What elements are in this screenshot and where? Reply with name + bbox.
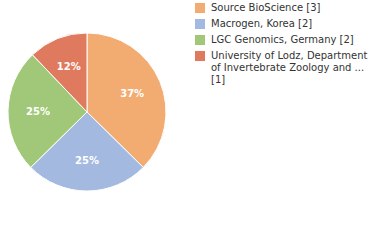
html-text:Source BioScience [3]: Source BioScience [3]: [211, 2, 321, 13]
svg-text:12%: 12%: [57, 61, 81, 72]
svg-text:25%: 25%: [75, 155, 99, 166]
html-text:Macrogen, Korea [2]: Macrogen, Korea [2]: [211, 18, 313, 29]
svg-text:25%: 25%: [26, 106, 50, 117]
svg-text:37%: 37%: [120, 88, 144, 99]
html-text:LGC Genomics, Germany [2]: LGC Genomics, Germany [2]: [211, 34, 354, 45]
html-text:University of Lodz, Department: University of Lodz, Department of Invert…: [211, 50, 368, 85]
